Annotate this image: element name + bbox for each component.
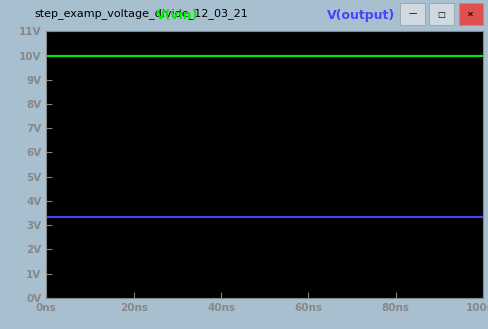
Text: □: □	[438, 10, 446, 18]
FancyBboxPatch shape	[459, 3, 483, 25]
FancyBboxPatch shape	[400, 3, 425, 25]
Text: V(output): V(output)	[326, 9, 395, 22]
Text: V(vin): V(vin)	[156, 9, 199, 22]
Text: step_examp_voltage_divide_12_03_21: step_examp_voltage_divide_12_03_21	[34, 9, 248, 19]
Text: —: —	[408, 10, 417, 18]
FancyBboxPatch shape	[429, 3, 454, 25]
Text: ✕: ✕	[468, 10, 474, 18]
